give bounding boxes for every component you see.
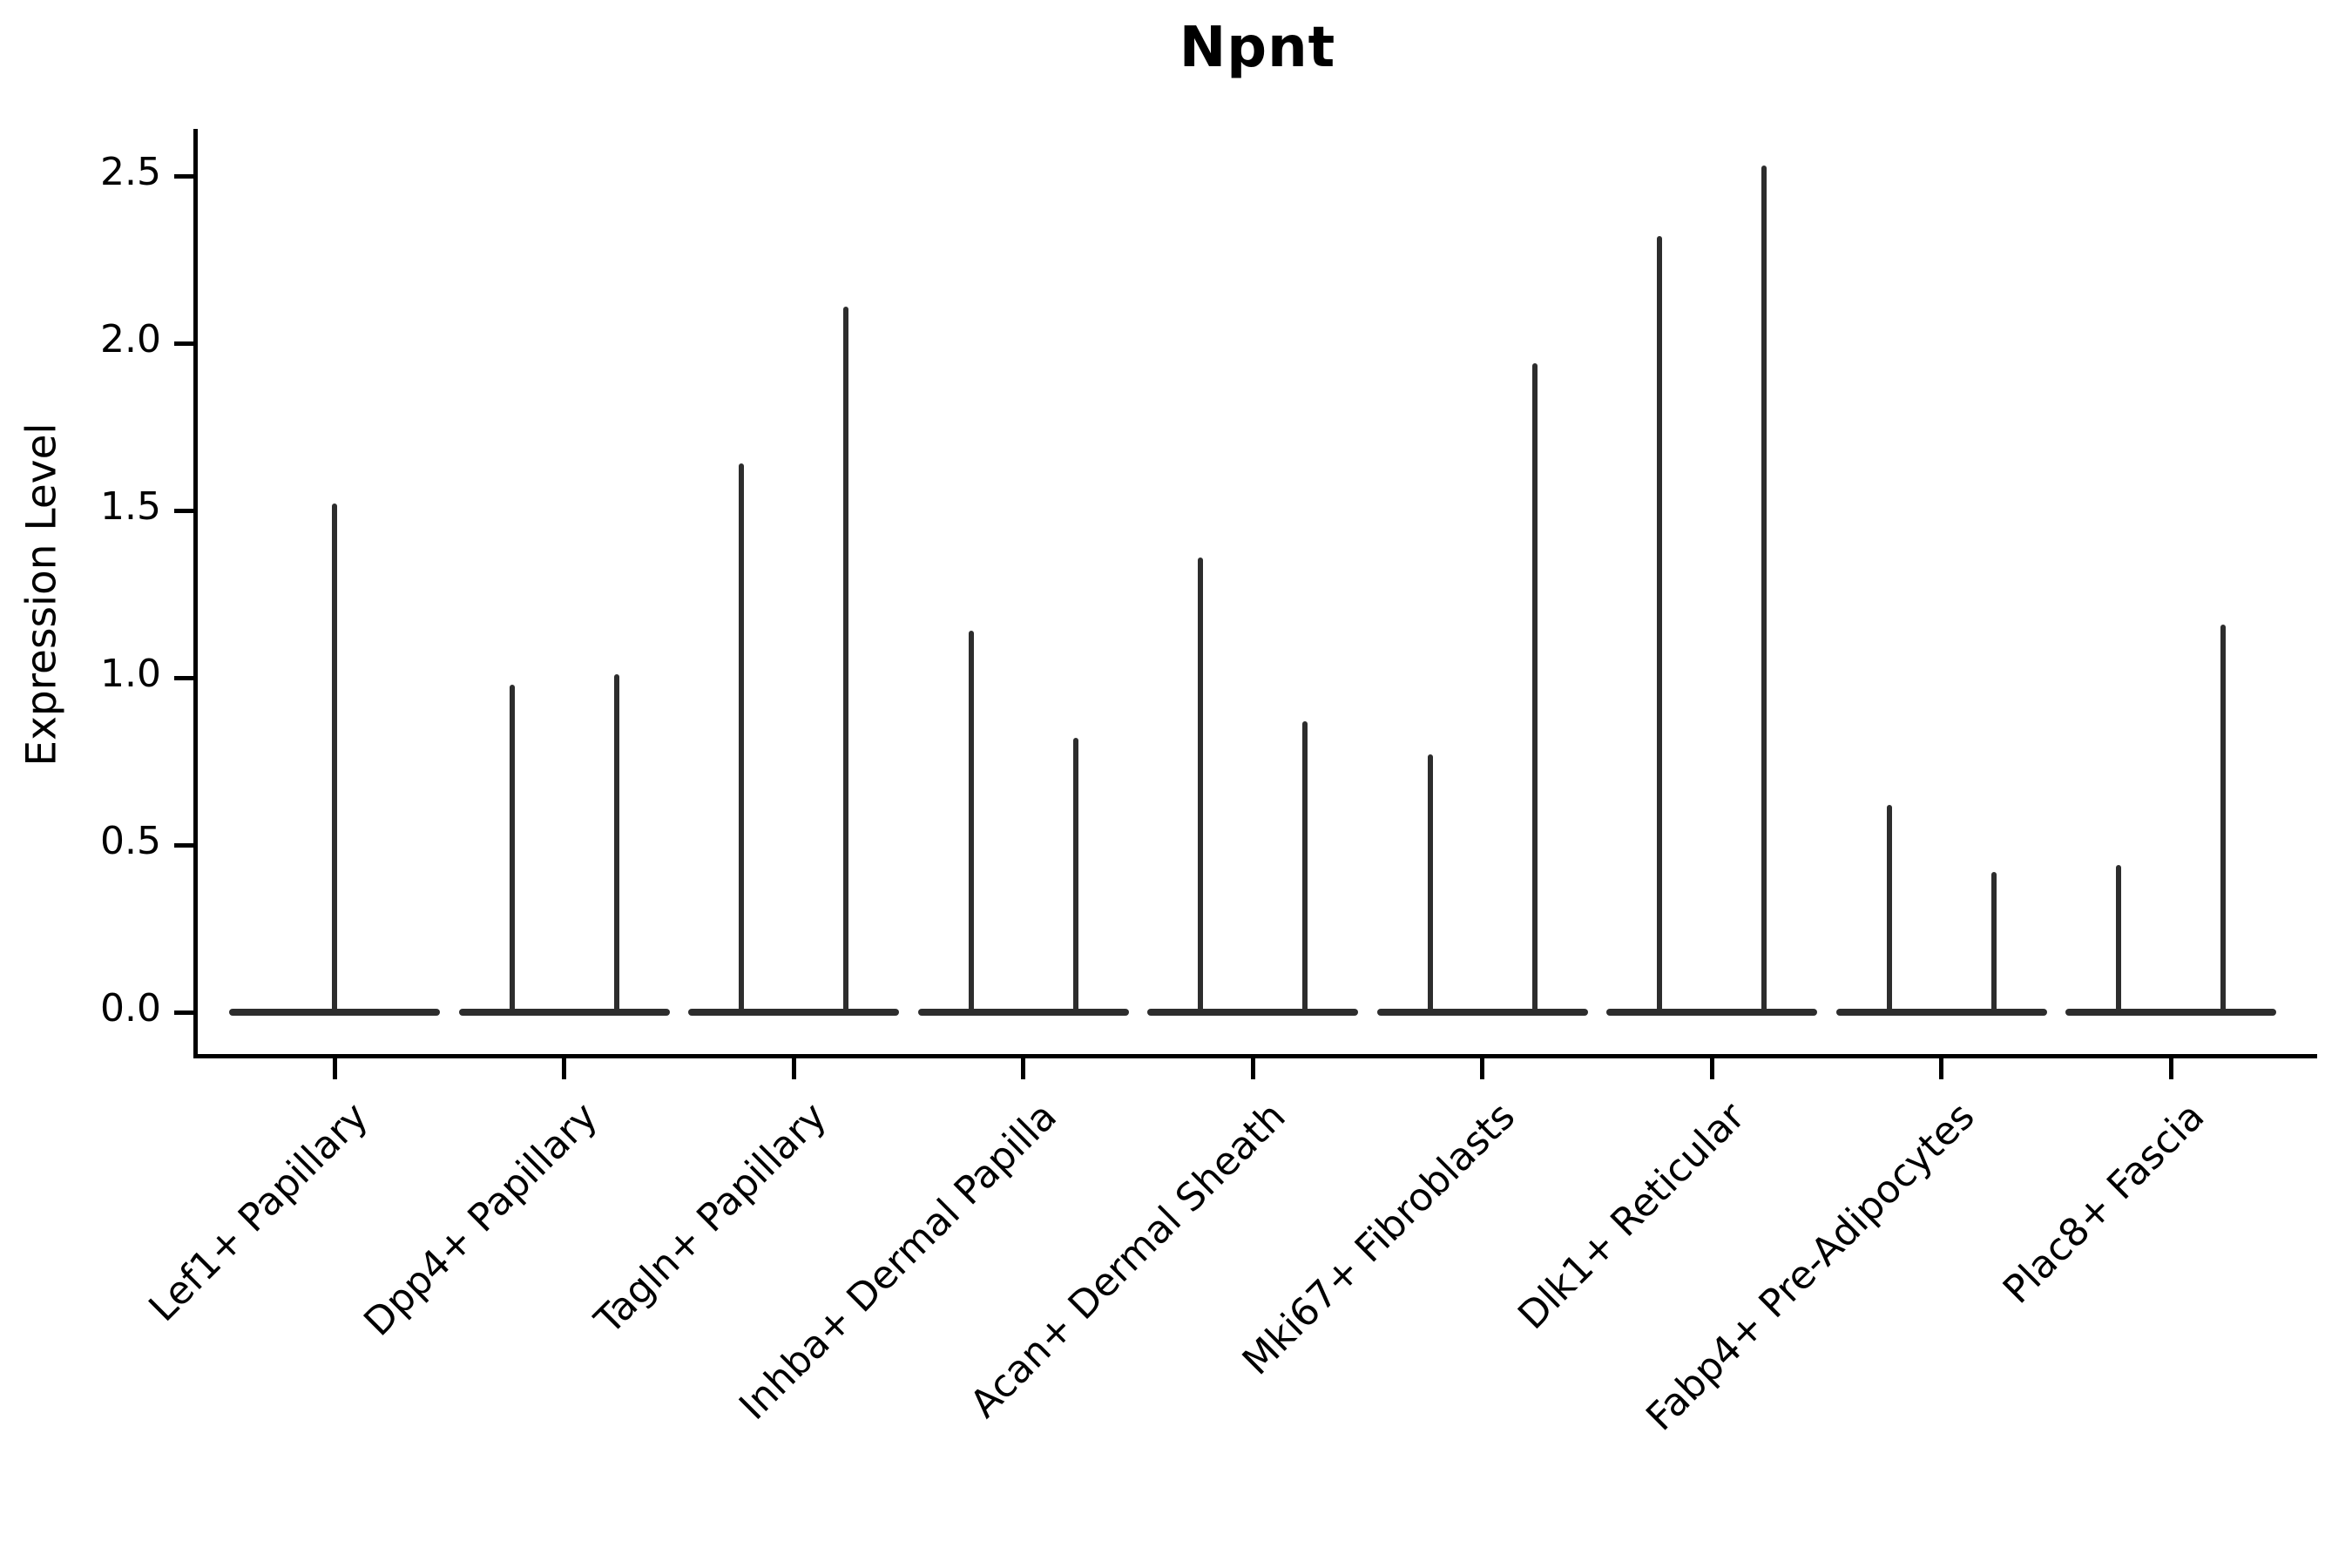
y-tick-mark bbox=[174, 508, 193, 513]
y-tick-mark bbox=[174, 341, 193, 346]
violin-spike bbox=[1198, 557, 1203, 1012]
x-tick-label: Plac8+ Fascia bbox=[1994, 1094, 2213, 1313]
x-tick-mark bbox=[1250, 1058, 1255, 1079]
violin-base bbox=[1147, 1009, 1358, 1016]
y-tick-label: 0.5 bbox=[100, 819, 161, 863]
x-tick-mark bbox=[332, 1058, 337, 1079]
violin-base bbox=[458, 1009, 670, 1016]
violin-base bbox=[1835, 1009, 2047, 1016]
y-tick-mark bbox=[174, 842, 193, 848]
x-tick-label: Dlk1+ Reticular bbox=[1510, 1094, 1754, 1338]
x-tick-mark bbox=[562, 1058, 566, 1079]
x-tick-label: Lef1+ Papillary bbox=[139, 1094, 377, 1331]
y-axis-spine bbox=[193, 129, 198, 1058]
x-tick-mark bbox=[1709, 1058, 1714, 1079]
violin-spike bbox=[1990, 871, 1997, 1012]
violin-spike bbox=[1531, 363, 1538, 1012]
violin-spike bbox=[739, 463, 744, 1012]
violin-spike bbox=[1302, 720, 1308, 1012]
violin-spike bbox=[1427, 754, 1433, 1012]
violin-spike bbox=[1761, 166, 1767, 1012]
x-tick-mark bbox=[1021, 1058, 1025, 1079]
x-tick-label: Tagln+ Papillary bbox=[586, 1094, 836, 1343]
y-tick-label: 1.0 bbox=[100, 652, 161, 696]
y-tick-mark bbox=[174, 173, 193, 179]
violin-base bbox=[917, 1009, 1129, 1016]
x-axis-spine bbox=[193, 1054, 2317, 1058]
y-tick-label: 2.5 bbox=[100, 150, 161, 194]
violin-base bbox=[2065, 1009, 2276, 1016]
x-tick-label: Dpp4+ Papillary bbox=[355, 1094, 606, 1345]
chart-title: Npnt bbox=[1179, 16, 1336, 80]
y-axis-label: Expression Level bbox=[17, 422, 66, 767]
x-tick-mark bbox=[2168, 1058, 2173, 1079]
violin-base bbox=[1606, 1009, 1817, 1016]
violin-spike bbox=[2116, 865, 2121, 1012]
x-tick-mark bbox=[1480, 1058, 1484, 1079]
y-tick-mark bbox=[174, 675, 193, 680]
violin-spike bbox=[843, 306, 848, 1012]
y-tick-mark bbox=[174, 1010, 193, 1015]
violin-base bbox=[688, 1009, 899, 1016]
x-tick-mark bbox=[791, 1058, 796, 1079]
violin-spike bbox=[1072, 738, 1078, 1012]
violin-spike bbox=[613, 674, 619, 1012]
x-tick-mark bbox=[1939, 1058, 1943, 1079]
violin-spike bbox=[1886, 804, 1892, 1012]
y-tick-label: 2.0 bbox=[100, 317, 161, 362]
violin-spike bbox=[2220, 624, 2226, 1012]
violin-spike bbox=[1657, 236, 1662, 1012]
violin-spike bbox=[968, 631, 974, 1012]
y-tick-label: 0.0 bbox=[100, 986, 161, 1031]
y-tick-label: 1.5 bbox=[100, 484, 161, 529]
violin-spike bbox=[509, 684, 515, 1012]
violin-base bbox=[1376, 1009, 1588, 1016]
violin-base bbox=[229, 1009, 440, 1016]
violin-spike bbox=[332, 504, 337, 1012]
